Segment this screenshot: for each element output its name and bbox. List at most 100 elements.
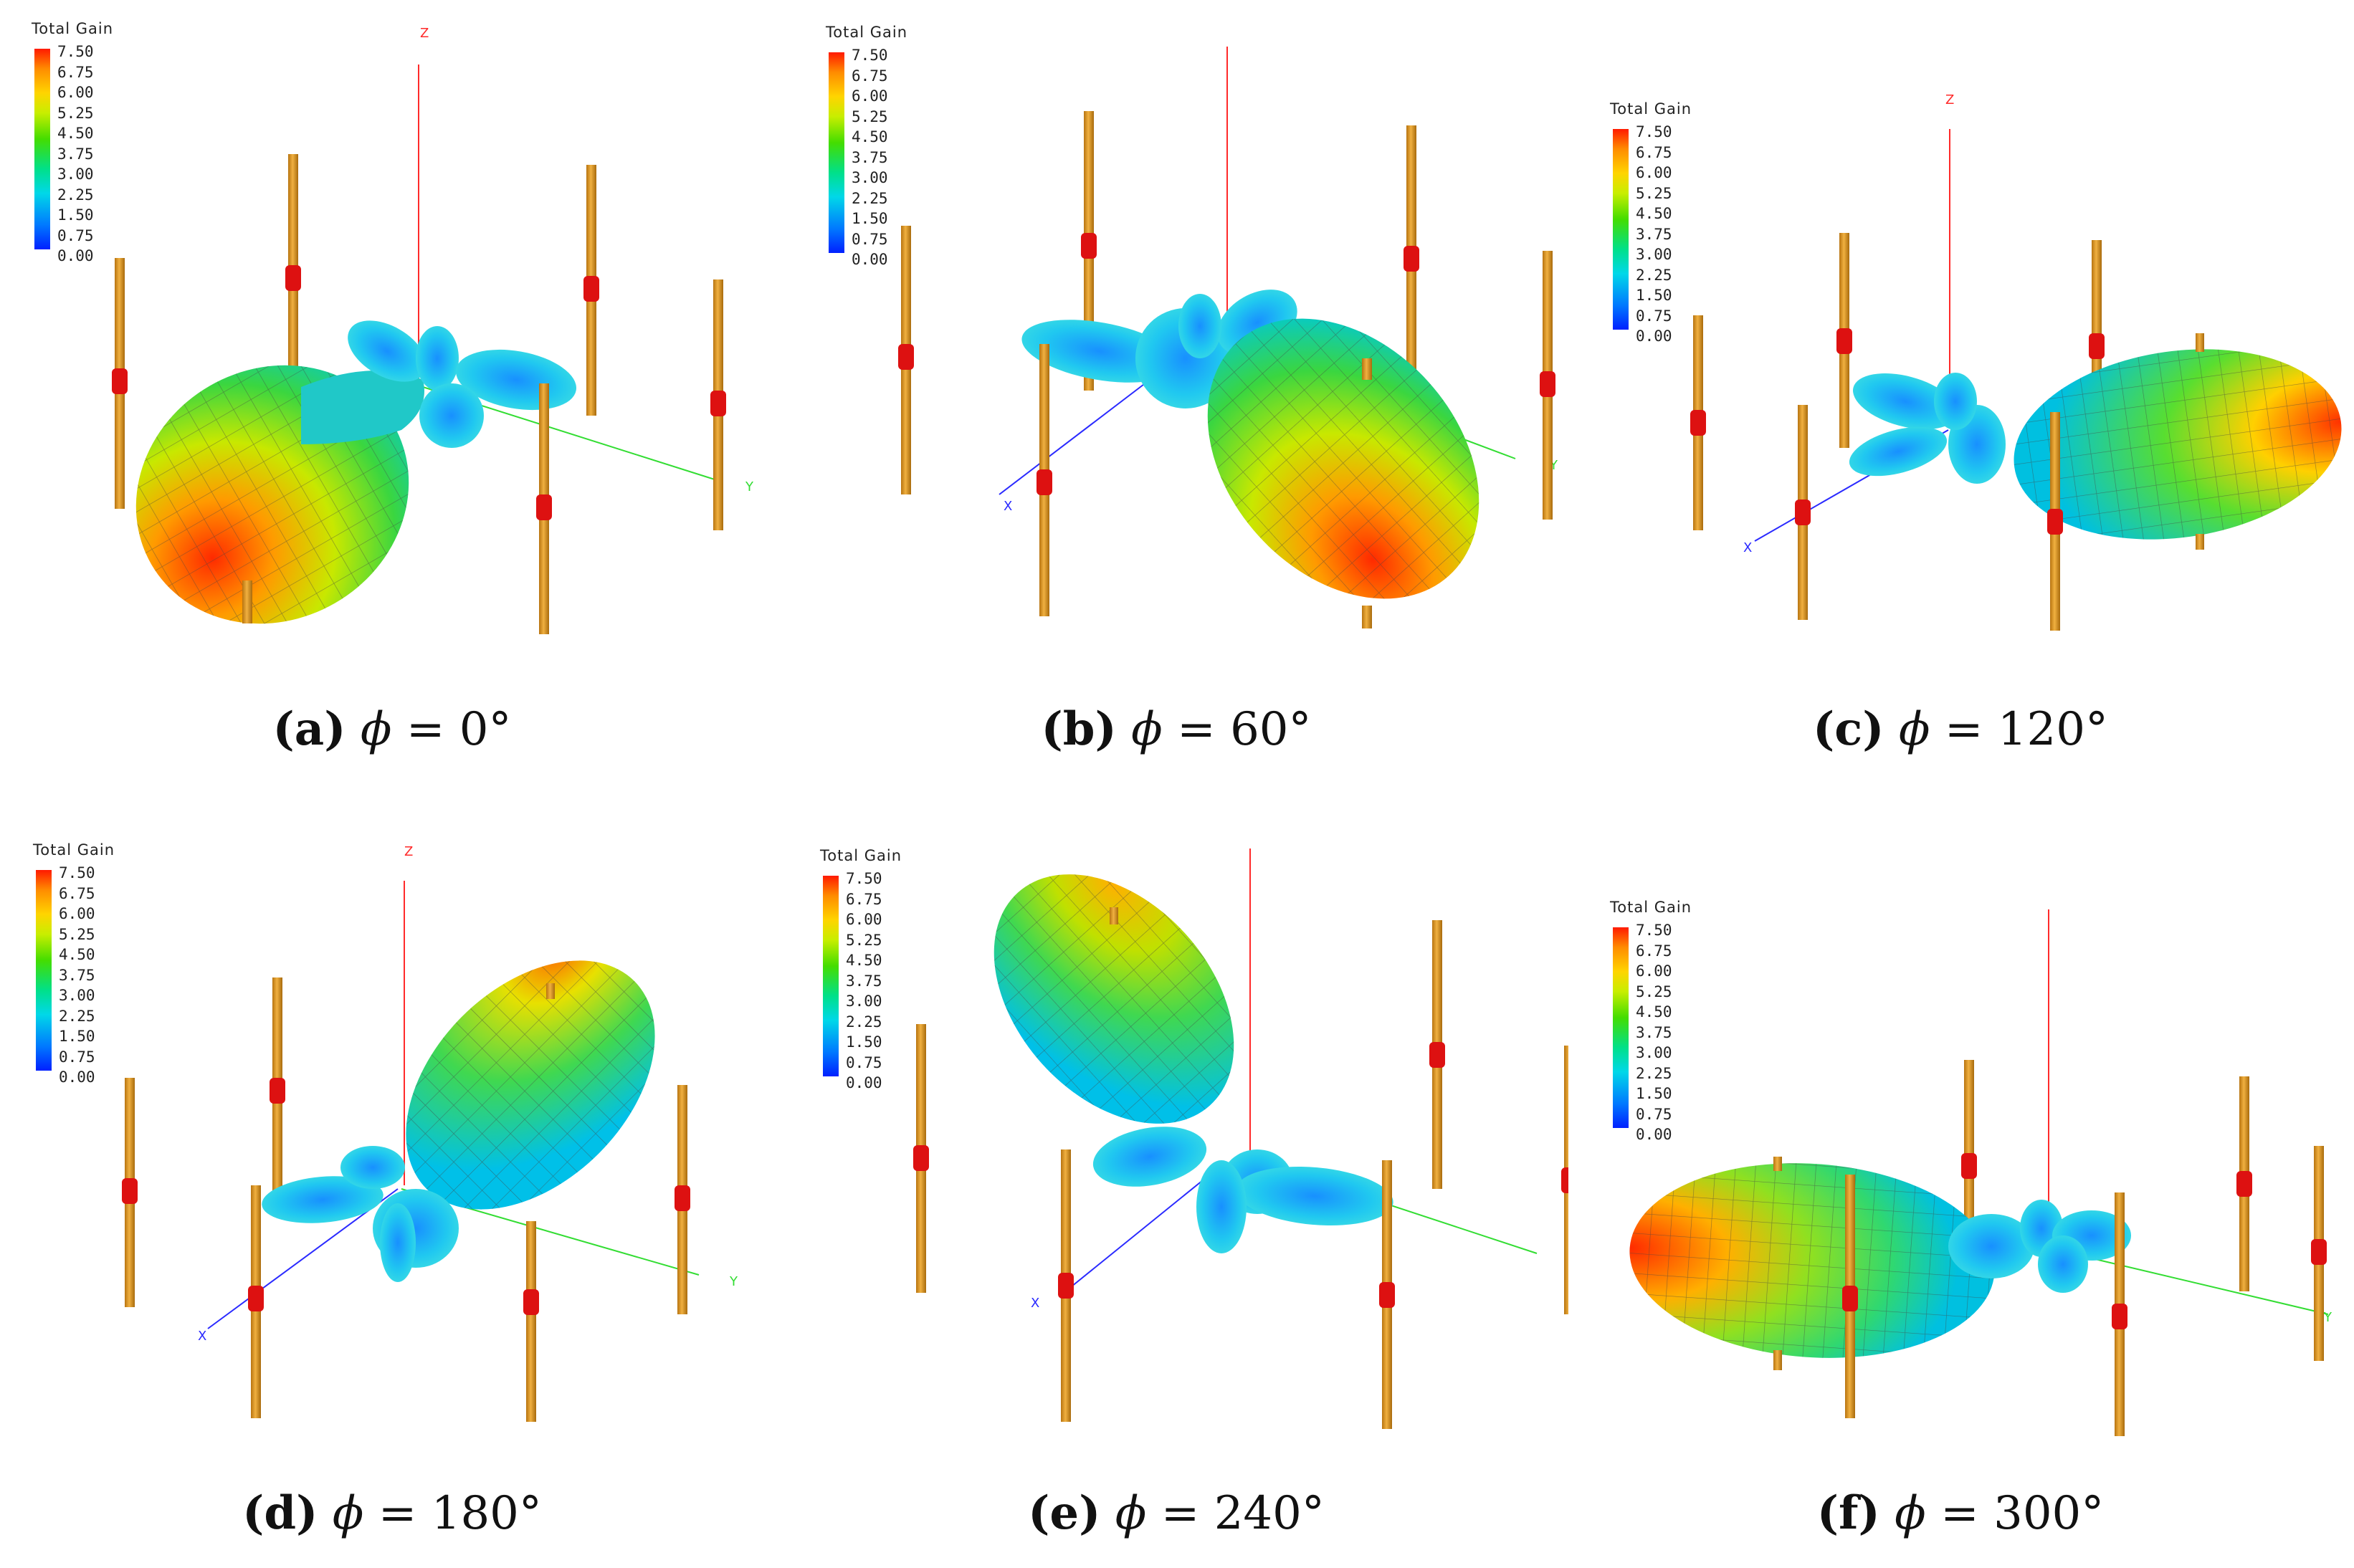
caption-phi: ϕ: [1898, 703, 1930, 756]
legend-tick: 1.50: [59, 1028, 95, 1045]
dipole-rod: [2112, 1192, 2127, 1436]
legend-tick: 3.75: [846, 972, 882, 990]
legend-title: Total Gain: [1610, 100, 1692, 118]
legend-tick: 3.75: [59, 966, 95, 984]
legend-tick: 4.50: [1636, 205, 1672, 222]
legend-tick: 0.75: [1636, 307, 1672, 325]
legend-tick: 3.00: [1636, 1044, 1672, 1061]
legend-tick: 2.25: [59, 1007, 95, 1025]
legend-tick: 4.50: [57, 125, 94, 142]
caption-angle: = 0°: [391, 703, 512, 756]
legend-tick: 2.25: [852, 189, 888, 207]
caption-phi: ϕ: [1131, 703, 1163, 756]
x-axis-label: X: [198, 1329, 206, 1344]
legend-tick: 7.50: [59, 864, 95, 881]
legend-title: Total Gain: [1610, 899, 1692, 916]
legend-tick: 0.00: [57, 247, 94, 264]
legend-tick: 1.50: [57, 206, 94, 224]
legend-tick: 1.50: [852, 210, 888, 227]
legend-ticks: 7.50 6.75 6.00 5.25 4.50 3.75 3.00 2.25 …: [846, 869, 932, 1094]
legend-tick: 3.00: [59, 987, 95, 1004]
caption: (a) ϕ = 0°: [0, 702, 784, 756]
gain-legend: Total Gain 7.50 6.75 6.00 5.25 4.50 3.75…: [1610, 899, 1753, 1143]
legend-tick: 6.75: [57, 63, 94, 81]
radiation-pattern-plot: X Y: [1629, 909, 2332, 1436]
dipole-rod: [112, 258, 128, 509]
legend-tick: 2.25: [1636, 266, 1672, 284]
legend-title: Total Gain: [32, 20, 114, 37]
dipole-rod: [2236, 1076, 2252, 1291]
gain-legend: Total Gain 7.50 6.75 6.00 5.25 4.50 3.75…: [826, 24, 969, 268]
dipole-rod: [1842, 1175, 1858, 1418]
caption-tag: (f): [1816, 1486, 1880, 1540]
legend-tick: 4.50: [59, 946, 95, 963]
legend-title: Total Gain: [826, 24, 908, 41]
legend-tick: 4.50: [1636, 1003, 1672, 1020]
dipole-rod: [285, 154, 301, 398]
caption-tag: (e): [1028, 1486, 1101, 1540]
caption: (c) ϕ = 120°: [1568, 702, 2353, 756]
panel-c: Z X Total Gain 7.50 6.75 6.00 5.25 4.5: [1568, 0, 2353, 784]
panel-a: Z Y Total Gain 7.50 6.75 6.00 5.25 4.50: [0, 0, 784, 784]
dipole-rod: [2311, 1146, 2327, 1361]
color-scale-bar: [1613, 927, 1629, 1128]
side-lobes: [1948, 1200, 2131, 1293]
legend-tick: 0.75: [59, 1048, 95, 1066]
legend-tick: 3.75: [57, 145, 94, 163]
dipole-rod: [1690, 315, 1706, 530]
main-lobe: [406, 960, 655, 1210]
dipole-rod: [1058, 1149, 1074, 1422]
caption-phi: ϕ: [1895, 1487, 1926, 1540]
legend-tick: 3.00: [57, 166, 94, 183]
dipole-rod: [242, 580, 252, 623]
color-scale-bar: [823, 876, 839, 1076]
x-axis-label: X: [1031, 1296, 1039, 1311]
legend-tick: 5.25: [846, 931, 882, 949]
panel-b: X Y Total Gain 7.50 6.75 6.00 5.25 4.50 …: [784, 0, 1568, 784]
y-axis-label: Y: [745, 479, 754, 494]
legend-tick: 6.75: [59, 884, 95, 902]
legend-tick: 3.75: [1636, 225, 1672, 243]
legend-tick: 0.00: [1636, 328, 1672, 345]
legend-tick: 3.00: [1636, 246, 1672, 263]
dipole-rod: [710, 279, 726, 530]
dipole-rod: [1404, 125, 1419, 405]
dipole-rod: [122, 1078, 138, 1307]
legend-tick: 6.75: [846, 890, 882, 908]
main-lobe: [1207, 318, 1479, 599]
dipole-rod: [2047, 412, 2063, 631]
legend-tick: 2.25: [846, 1013, 882, 1031]
legend-tick: 1.50: [1636, 1085, 1672, 1102]
legend-tick: 5.25: [852, 107, 888, 125]
side-lobes: [262, 1146, 459, 1282]
legend-ticks: 7.50 6.75 6.00 5.25 4.50 3.75 3.00 2.25 …: [57, 42, 143, 267]
radiation-pattern-plot: Z Y: [112, 26, 754, 634]
dipole-rod: [1379, 1160, 1395, 1429]
legend-tick: 5.25: [59, 925, 95, 943]
legend-tick: 6.00: [59, 905, 95, 922]
legend-tick: 2.25: [57, 186, 94, 204]
dipole-rod: [1561, 1046, 1568, 1314]
gain-legend: Total Gain 7.50 6.75 6.00 5.25 4.50 3.75…: [33, 841, 176, 1086]
caption: (d) ϕ = 180°: [0, 1486, 784, 1540]
caption-phi: ϕ: [360, 703, 392, 756]
color-scale-bar: [1613, 129, 1629, 330]
legend-tick: 0.00: [59, 1069, 95, 1086]
y-axis-label: Y: [2323, 1310, 2332, 1325]
radiation-pattern-plot: Z X: [1690, 92, 2342, 631]
dipole-rod: [1836, 233, 1852, 448]
legend-ticks: 7.50 6.75 6.00 5.25 4.50 3.75 3.00 2.25 …: [1636, 122, 1722, 347]
radiation-pattern-plot: X Y: [898, 47, 1558, 628]
x-axis-label: X: [1004, 499, 1012, 514]
legend-tick: 7.50: [1636, 123, 1672, 140]
legend-tick: 6.75: [852, 67, 888, 85]
legend-tick: 0.75: [852, 230, 888, 248]
legend-tick: 7.50: [57, 43, 94, 60]
legend-tick: 6.00: [852, 87, 888, 105]
legend-title: Total Gain: [33, 841, 115, 859]
z-axis-label: Z: [1945, 92, 1954, 107]
legend-tick: 4.50: [852, 128, 888, 145]
dipole-rod: [248, 1185, 264, 1418]
gain-legend: Total Gain 7.50 6.75 6.00 5.25 4.50 3.75…: [32, 20, 175, 264]
dipole-rod: [583, 165, 599, 416]
